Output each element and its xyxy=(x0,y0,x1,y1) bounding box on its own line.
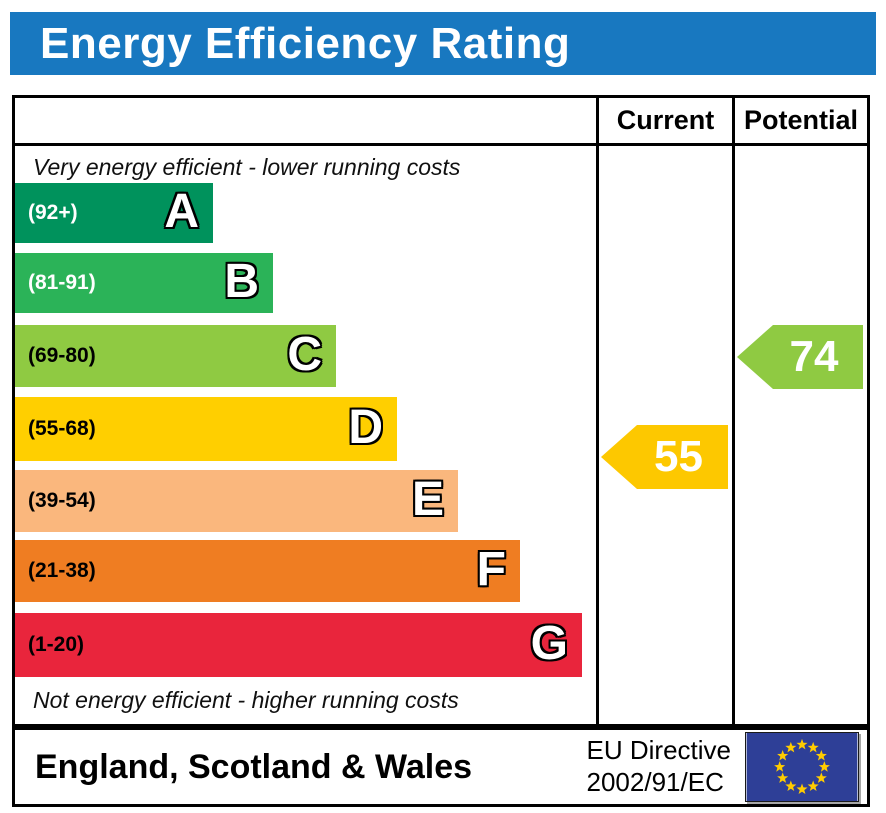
table-header-row: Current Potential xyxy=(15,98,867,146)
current-column: 55 xyxy=(596,146,732,724)
band-range-label: (1-20) xyxy=(28,633,85,656)
eu-directive-line2: 2002/91/EC xyxy=(586,767,724,797)
band-letter: A xyxy=(164,185,199,239)
band-letter: F xyxy=(476,543,506,597)
eu-directive-label: EU Directive 2002/91/EC xyxy=(587,735,731,798)
band-range-label: (81-91) xyxy=(28,271,96,294)
band-row-g: (1-20) G xyxy=(15,613,582,677)
current-rating-value: 55 xyxy=(654,432,703,481)
band-letter: E xyxy=(411,473,444,527)
band-range-label: (55-68) xyxy=(28,417,96,440)
potential-column: 74 xyxy=(732,146,867,724)
bands-area: Very energy efficient - lower running co… xyxy=(15,146,596,724)
band-letter: G xyxy=(530,617,568,671)
band-letter: D xyxy=(348,401,383,455)
band-letter: C xyxy=(287,328,322,382)
band-row-e: (39-54) E xyxy=(15,470,458,532)
band-row-a: (92+) A xyxy=(15,183,213,243)
column-header-potential: Potential xyxy=(732,98,867,143)
band-row-f: (21-38) F xyxy=(15,540,520,602)
eu-flag-icon xyxy=(745,732,859,802)
title-bar: Energy Efficiency Rating xyxy=(10,12,876,75)
eu-directive-line1: EU Directive xyxy=(586,735,731,766)
column-header-current: Current xyxy=(596,98,732,143)
band-letter: B xyxy=(224,255,259,309)
current-rating-arrow: 55 xyxy=(601,425,728,489)
band-range-label: (21-38) xyxy=(28,559,96,582)
band-range-label: (69-80) xyxy=(28,344,96,367)
page-title: Energy Efficiency Rating xyxy=(40,18,571,68)
table-body: Very energy efficient - lower running co… xyxy=(15,146,867,724)
potential-rating-arrow: 74 xyxy=(737,325,863,389)
footer: England, Scotland & Wales EU Directive 2… xyxy=(12,727,870,807)
band-row-c: (69-80) C xyxy=(15,325,336,387)
region-label: England, Scotland & Wales xyxy=(35,747,473,786)
band-range-label: (39-54) xyxy=(28,489,96,512)
header-spacer xyxy=(15,98,596,143)
band-row-d: (55-68) D xyxy=(15,397,397,461)
rating-table: Current Potential Very energy efficient … xyxy=(12,95,870,727)
band-range-label: (92+) xyxy=(28,201,78,224)
band-row-b: (81-91) B xyxy=(15,253,273,313)
potential-rating-value: 74 xyxy=(789,332,839,381)
top-caption: Very energy efficient - lower running co… xyxy=(33,154,461,180)
bottom-caption: Not energy efficient - higher running co… xyxy=(33,687,459,713)
